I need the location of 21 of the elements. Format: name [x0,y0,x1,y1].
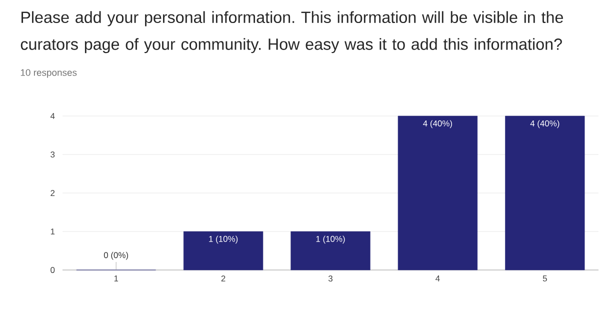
x-tick-label: 3 [328,276,332,282]
x-tick-label: 1 [114,276,118,282]
y-tick-label: 0 [50,267,55,273]
y-tick-label: 1 [50,228,55,234]
bar [398,116,478,270]
chart-subtitle: 10 responses [20,69,77,78]
x-tick-label: 4 [436,276,440,282]
data-label: 4 (40%) [423,120,452,128]
bar [183,231,264,270]
x-tick-label: 2 [221,276,226,282]
data-label: 1 (10%) [316,236,345,244]
y-tick-label: 4 [50,113,55,119]
chart-title: Please add your personal information. This information will be visible in the curators page of your community. How easy was it to add this information? [20,11,564,54]
y-tick-label: 2 [50,190,55,196]
data-label: 4 (40%) [530,120,560,128]
y-tick-label: 3 [50,152,55,158]
bar [290,231,370,270]
data-label: 0 (0%) [104,252,128,260]
bar [505,116,585,270]
x-tick-label: 5 [542,276,547,282]
data-label: 1 (10%) [209,236,238,244]
